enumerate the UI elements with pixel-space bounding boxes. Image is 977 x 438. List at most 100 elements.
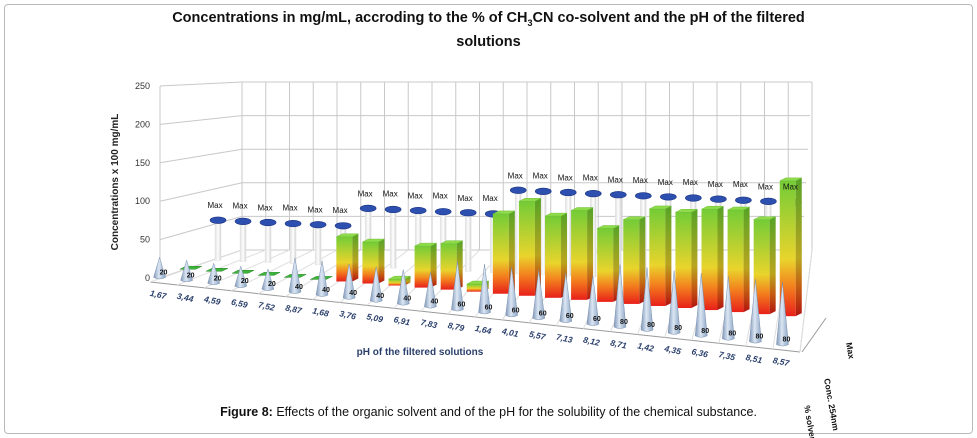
max-label: Max xyxy=(408,192,423,201)
cone-label: 20 xyxy=(160,269,168,276)
conc-bar-top xyxy=(597,225,620,229)
conc-bar-top xyxy=(753,216,776,220)
max-marker xyxy=(284,219,302,228)
x-tick-label: 1,42 xyxy=(637,340,656,353)
max-label: Max xyxy=(433,192,448,201)
max-label: Max xyxy=(283,204,298,213)
conc-bar-side xyxy=(639,216,646,304)
series-label: Max xyxy=(844,342,857,360)
y-tick-label: 50 xyxy=(140,235,150,245)
max-label: Max xyxy=(583,174,598,183)
conc-bar xyxy=(518,201,535,296)
conc-bar xyxy=(545,216,562,298)
max-marker xyxy=(685,194,702,202)
solvent-cone xyxy=(532,269,545,321)
conc-bar xyxy=(492,213,509,294)
chart-title: Concentrations in mg/mL, accroding to th… xyxy=(172,10,805,50)
conc-bar-side xyxy=(795,177,802,317)
cone-label: 80 xyxy=(674,325,682,332)
conc-bar-side xyxy=(691,209,698,309)
conc-bar xyxy=(649,208,666,306)
max-pillar xyxy=(389,209,397,269)
max-pillar xyxy=(264,222,272,263)
conc-bar xyxy=(205,268,229,272)
max-pillar xyxy=(239,221,247,262)
x-tick-label: 7,35 xyxy=(718,349,737,362)
conc-bar-side xyxy=(613,225,620,302)
cone-label: 80 xyxy=(647,322,655,329)
cone-label: 40 xyxy=(349,290,357,297)
solvent-cone xyxy=(776,282,789,347)
x-tick-label: 8,71 xyxy=(609,337,628,350)
cone-label: 20 xyxy=(268,281,276,288)
conc-bar-top xyxy=(518,198,542,202)
solvent-cone xyxy=(315,260,329,297)
max-pillar xyxy=(289,223,297,265)
solvent-cone xyxy=(180,259,193,283)
solvent-series-layer xyxy=(153,256,789,347)
conc-bar-side xyxy=(743,206,750,313)
conc-bar xyxy=(623,219,640,304)
x-tick-label: 7,83 xyxy=(420,317,439,330)
solvent-cone xyxy=(451,261,464,312)
gridline-side xyxy=(159,148,243,164)
cone-label: 60 xyxy=(458,302,466,309)
max-label: Max xyxy=(658,178,673,187)
cone-label: 80 xyxy=(755,334,763,341)
x-tick-label: 3,76 xyxy=(339,308,358,321)
x-tick-label: 1,64 xyxy=(474,323,493,336)
x-tick-label: 5,09 xyxy=(366,311,385,324)
max-series-layer xyxy=(209,186,802,230)
solvent-cone xyxy=(749,279,762,344)
max-marker xyxy=(384,205,402,214)
gridline-side xyxy=(159,115,243,125)
cone-label: 60 xyxy=(485,304,493,311)
cone-label: 40 xyxy=(430,299,438,306)
conc-bar-side xyxy=(717,206,724,311)
max-marker xyxy=(710,195,727,203)
max-marker xyxy=(259,218,277,227)
max-marker xyxy=(760,197,777,205)
gridline-side xyxy=(159,182,243,202)
x-tick-label: 8,51 xyxy=(745,352,764,365)
max-marker xyxy=(635,192,652,200)
x-tick-label: 1,67 xyxy=(149,288,169,301)
max-marker xyxy=(234,217,252,225)
conc-bar xyxy=(727,209,744,313)
cone-label: 40 xyxy=(322,287,330,294)
cone-label: 40 xyxy=(376,293,384,300)
x-tick-label: 4,59 xyxy=(202,294,222,307)
max-label: Max xyxy=(483,194,498,203)
conc-bar xyxy=(675,212,692,309)
x-tick-label: 1,68 xyxy=(312,305,331,318)
max-label: Max xyxy=(683,178,698,187)
max-label: Max xyxy=(257,203,272,212)
conc-bar-side xyxy=(534,198,541,296)
cone-label: 60 xyxy=(593,316,601,323)
max-label: Max xyxy=(758,182,773,191)
cone-label: 80 xyxy=(783,337,791,344)
solvent-cone xyxy=(207,262,221,286)
solvent-cone xyxy=(667,270,681,335)
conc-bar xyxy=(179,265,202,270)
conc-bar-top xyxy=(701,205,724,210)
solvent-cone xyxy=(424,272,437,309)
conc-bar-top xyxy=(727,206,750,211)
x-tick-label: 8,87 xyxy=(284,302,304,315)
x-tick-label: 7,52 xyxy=(257,300,276,313)
x-tick-label: 6,36 xyxy=(691,346,710,359)
conc-bar-side xyxy=(587,207,594,300)
conc-bar-top xyxy=(675,209,698,213)
max-pillar xyxy=(214,219,222,261)
label-layer: Concentrations x 100 mg/mL Max Max Max Max Ma… xyxy=(110,114,857,438)
solvent-cone xyxy=(288,257,302,294)
cone-label: 60 xyxy=(512,307,520,314)
max-marker xyxy=(359,204,377,212)
max-marker xyxy=(609,191,627,199)
conc-bar xyxy=(571,210,588,300)
conc-bar-side xyxy=(430,243,437,288)
x-tick-label: 7,13 xyxy=(555,332,574,345)
x-tick-label: 8,12 xyxy=(582,335,601,348)
max-label: Max xyxy=(783,182,798,191)
conc-bar-top xyxy=(649,205,672,210)
